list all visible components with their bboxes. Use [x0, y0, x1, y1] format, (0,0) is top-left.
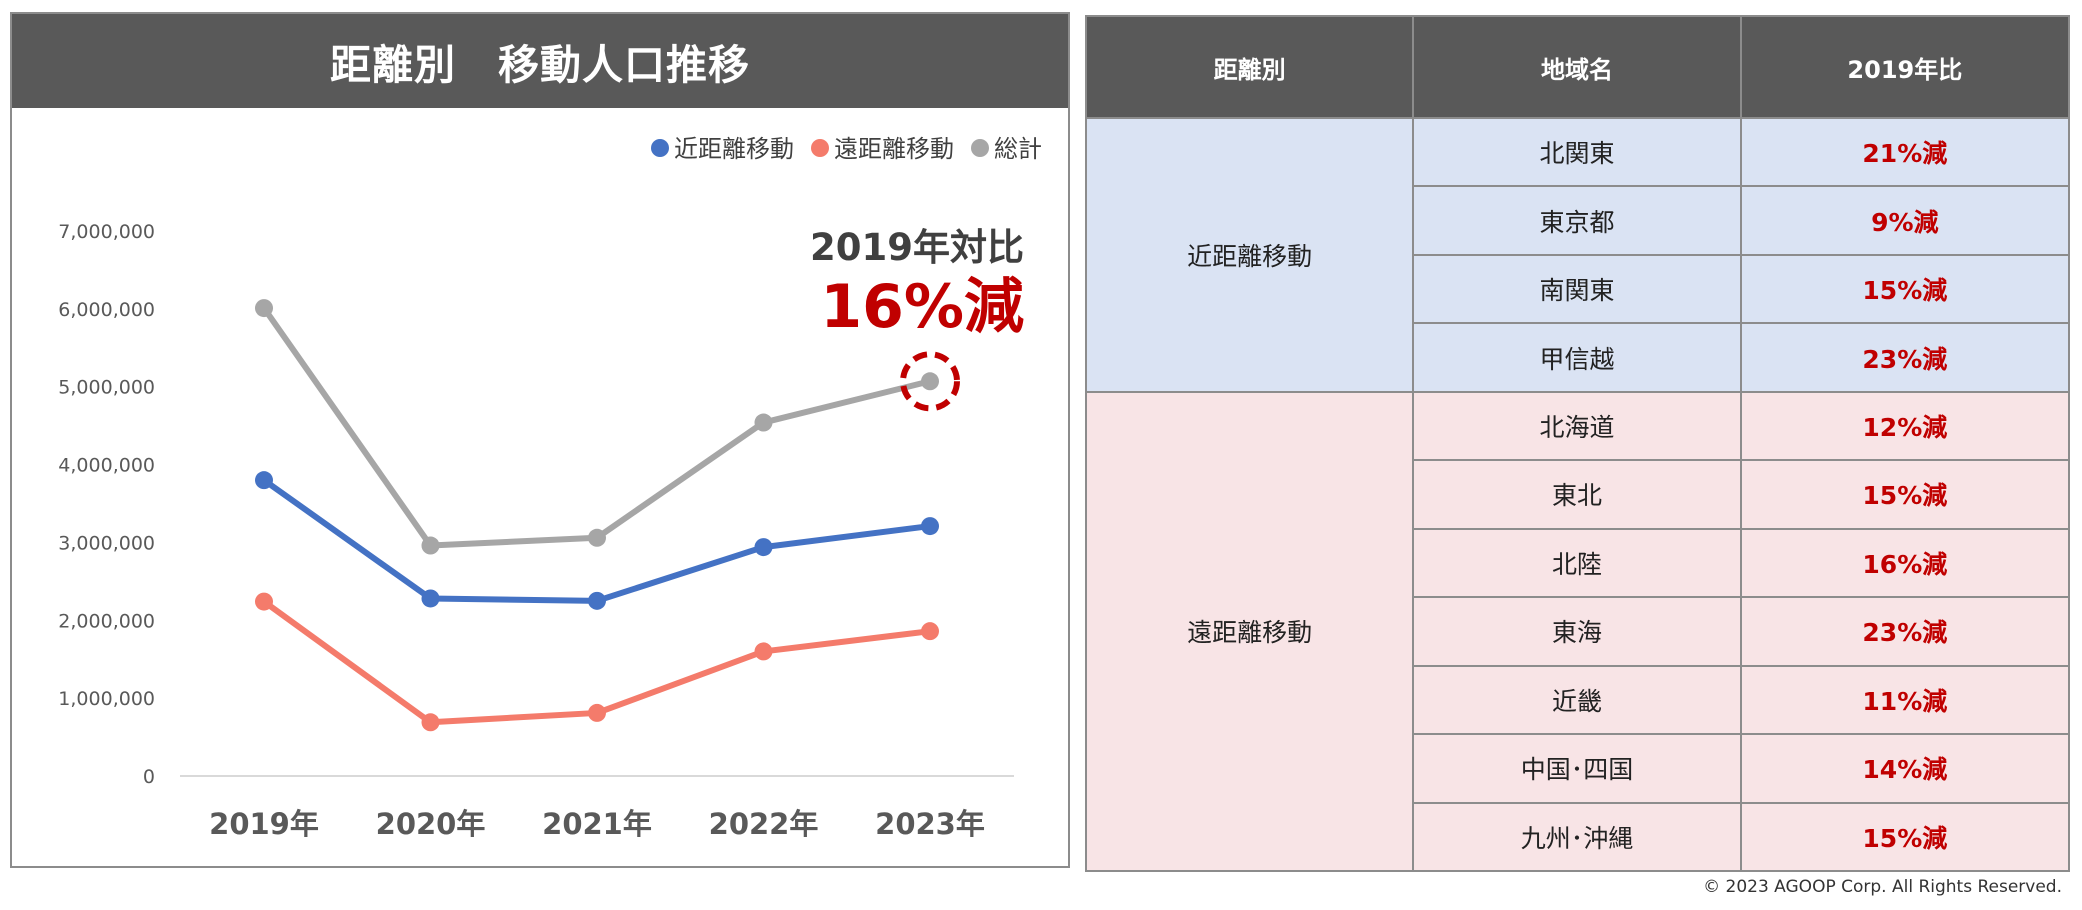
table-row: 遠距離移動 北海道 12%減 [1084, 390, 2071, 873]
y-tick-label: 3,000,000 [58, 532, 155, 554]
series-point-1 [754, 642, 773, 661]
region-cell: 東京都 [1412, 185, 1742, 256]
copyright-text: © 2023 AGOOP Corp. All Rights Reserved. [1703, 877, 2062, 897]
region-table-panel: 距離別 地域名 2019年比 近距離移動 北関東 21%減 東京都 9%減 南関東 15%減… [1084, 15, 2071, 873]
region-cell: 東海 [1412, 596, 1742, 667]
x-tick-label: 2019年 [209, 807, 319, 841]
table-row: 九州･沖縄 15%減 [1086, 801, 2071, 873]
series-point-1 [588, 703, 606, 722]
region-cell: 北関東 [1412, 116, 1742, 188]
legend-marker [971, 139, 989, 157]
change-cell: 16%減 [1739, 527, 2071, 599]
change-cell: 15%減 [1739, 253, 2071, 325]
line-chart: 0 1,000,000 2,000,000 3,000,000 4,000,000 5,0… [58, 135, 1042, 841]
annotation-highlight-circle [900, 351, 960, 412]
series-point-0 [255, 471, 273, 490]
region-cell: 中国･四国 [1412, 733, 1742, 804]
table-row: 近畿 11%減 [1086, 664, 2071, 736]
chart-panel: 距離別 移動人口推移 0 1,000,000 2,000,000 3,000,000 4… [10, 12, 1070, 868]
table-row: 近距離移動 北関東 21%減 [1084, 116, 2071, 393]
table-row: 北陸 16%減 [1086, 527, 2071, 599]
x-tick-label: 2023年 [875, 807, 985, 841]
change-cell: 12%減 [1739, 390, 2071, 462]
x-tick-label: 2021年 [542, 807, 652, 841]
region-cell: 東北 [1412, 459, 1742, 530]
region-cell: 甲信越 [1412, 322, 1742, 393]
table-row: 東海 23%減 [1086, 596, 2071, 667]
table-body: 近距離移動 北関東 21%減 東京都 9%減 南関東 15%減 甲信越 23%減 遠距離移動 北海道… [1084, 116, 2071, 873]
header-change: 2019年比 [1739, 15, 2071, 119]
series-point-2 [754, 413, 773, 432]
y-tick-label: 7,000,000 [58, 221, 155, 243]
legend-label: 総計 [994, 135, 1042, 163]
region-cell: 南関東 [1412, 253, 1742, 325]
y-tick-label: 1,000,000 [58, 688, 155, 710]
region-cell: 北陸 [1412, 527, 1742, 599]
y-tick-label: 0 [143, 766, 155, 788]
header-region: 地域名 [1412, 15, 1742, 119]
series-line-2 [261, 305, 933, 549]
group-label-far: 遠距離移動 [1084, 390, 1415, 873]
series-point-0 [588, 591, 606, 610]
series-point-2 [255, 299, 273, 318]
table-row: 中国･四国 14%減 [1086, 733, 2071, 804]
y-tick-label: 5,000,000 [58, 377, 155, 399]
x-tick-label: 2020年 [376, 807, 486, 841]
series-point-0 [421, 589, 440, 608]
table-row: 甲信越 23%減 [1086, 322, 2071, 393]
region-cell: 北海道 [1412, 390, 1742, 462]
y-tick-label: 2,000,000 [58, 610, 155, 632]
header-distance: 距離別 [1084, 15, 1415, 119]
change-cell: 23%減 [1739, 322, 2071, 393]
x-tick-label: 2022年 [709, 807, 819, 841]
series-point-2 [588, 528, 606, 547]
legend-label: 遠距離移動 [834, 135, 954, 163]
table-row: 東北 15%減 [1086, 459, 2071, 530]
legend-marker [811, 139, 829, 157]
change-cell: 23%減 [1739, 596, 2071, 667]
change-cell: 9%減 [1739, 185, 2071, 256]
y-tick-label: 6,000,000 [58, 299, 155, 321]
series-point-2 [921, 372, 939, 391]
change-cell: 14%減 [1739, 733, 2071, 804]
legend-label: 近距離移動 [674, 135, 794, 163]
series-point-2 [421, 536, 440, 555]
series-point-1 [421, 713, 440, 732]
change-cell: 11%減 [1739, 664, 2071, 736]
change-cell: 15%減 [1739, 459, 2071, 530]
series-point-0 [921, 517, 939, 536]
annotation-value: 16%減 [820, 272, 1024, 342]
region-cell: 九州･沖縄 [1412, 801, 1742, 873]
region-table: 距離別 地域名 2019年比 近距離移動 北関東 21%減 東京都 9%減 南関東 15%減… [1084, 15, 2071, 873]
change-cell: 15%減 [1739, 801, 2071, 873]
series-point-1 [255, 592, 273, 611]
table-row: 南関東 15%減 [1086, 253, 2071, 325]
change-cell: 21%減 [1739, 116, 2071, 188]
series-point-0 [754, 538, 773, 557]
annotation-label: 2019年対比 [810, 226, 1024, 269]
table-row: 東京都 9%減 [1086, 185, 2071, 256]
table-header-row: 距離別 地域名 2019年比 [1084, 15, 2071, 119]
series-point-1 [921, 622, 939, 641]
chart-title: 距離別 移動人口推移 [12, 14, 1068, 108]
region-cell: 近畿 [1412, 664, 1742, 736]
legend-marker [651, 139, 669, 157]
group-label-near: 近距離移動 [1084, 117, 1415, 393]
y-tick-label: 4,000,000 [58, 455, 155, 477]
